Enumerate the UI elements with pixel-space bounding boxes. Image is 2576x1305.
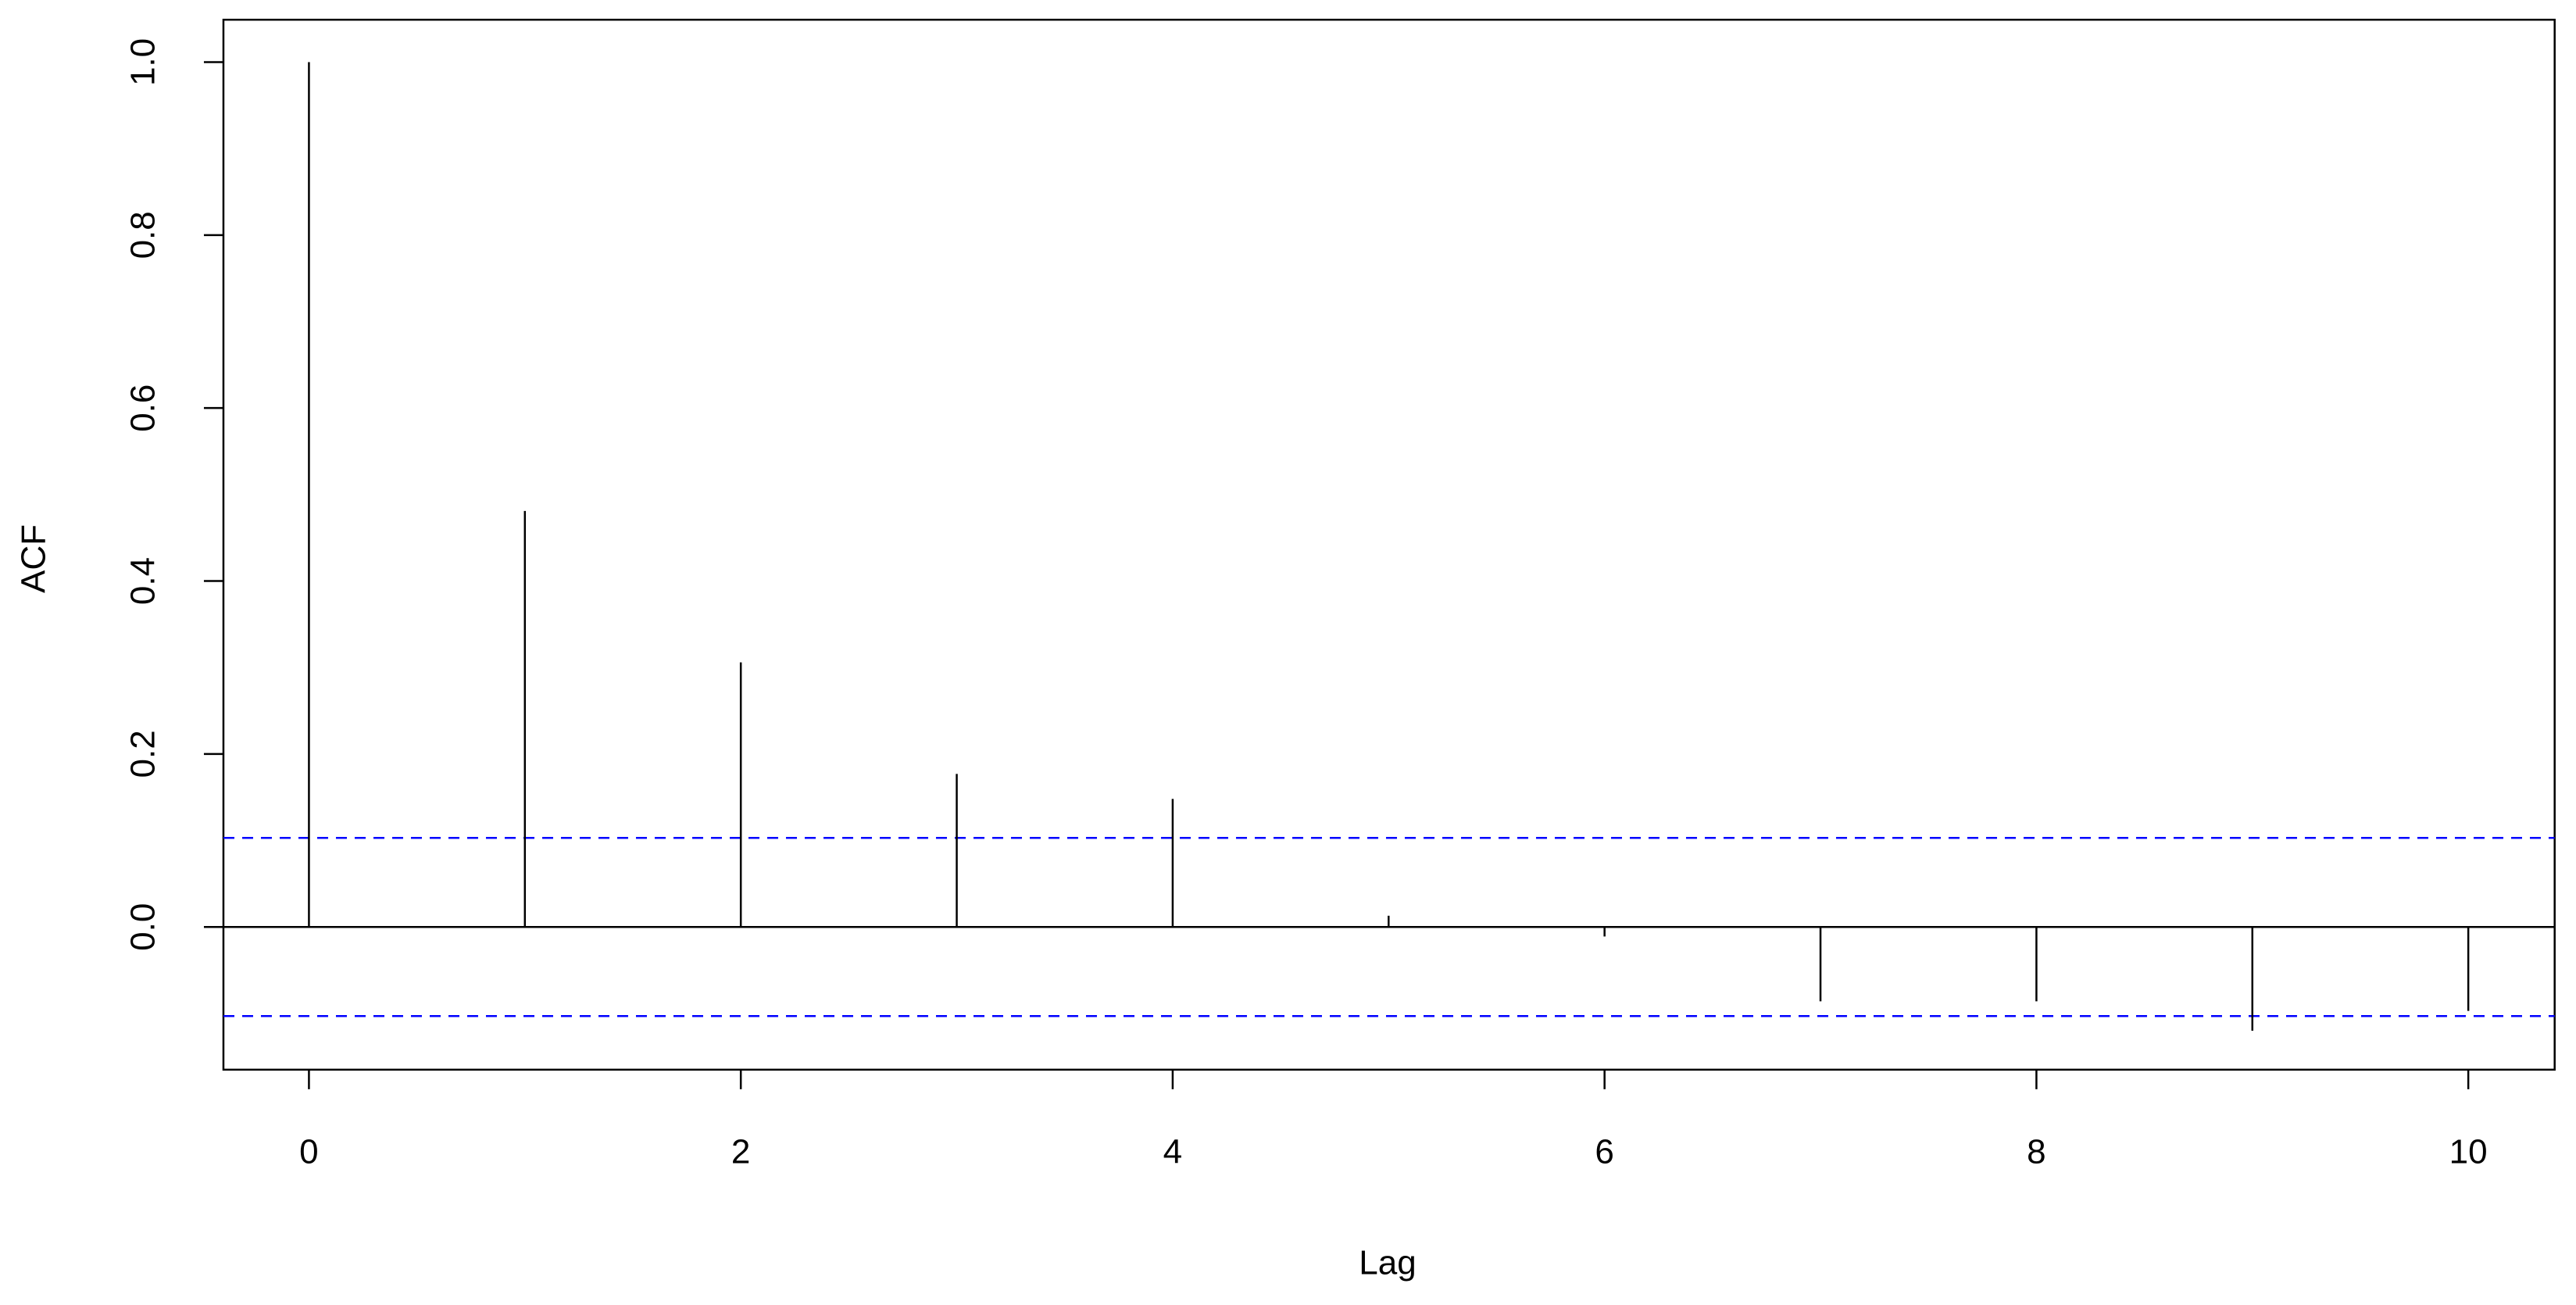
x-tick-label: 4 xyxy=(1163,1132,1182,1171)
y-axis-label: ACF xyxy=(15,524,53,593)
x-tick-label: 6 xyxy=(1595,1132,1613,1171)
x-axis-label: Lag xyxy=(1359,1244,1416,1282)
plot-frame xyxy=(222,18,2556,1071)
y-tick-label: 0.6 xyxy=(124,384,163,432)
x-tick-label: 10 xyxy=(2449,1132,2488,1171)
x-tick-label: 8 xyxy=(2027,1132,2045,1171)
x-tick-label: 2 xyxy=(731,1132,750,1171)
y-tick-label: 0.0 xyxy=(124,903,163,951)
x-tick-label: 0 xyxy=(299,1132,318,1171)
y-tick-label: 0.8 xyxy=(124,211,163,259)
y-tick-label: 0.2 xyxy=(124,730,163,778)
y-tick-label: 0.4 xyxy=(124,557,163,605)
y-tick-label: 1.0 xyxy=(124,38,163,86)
